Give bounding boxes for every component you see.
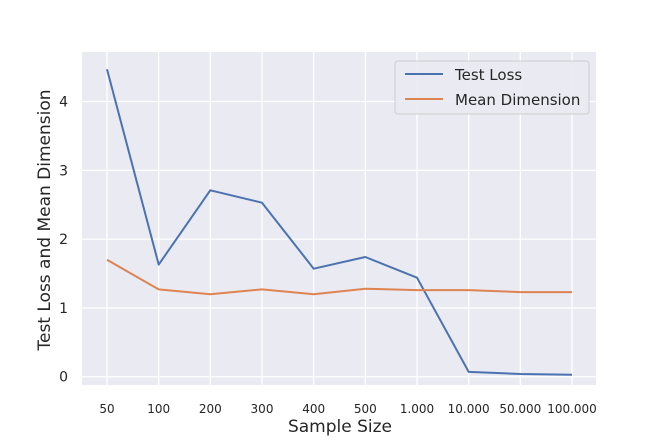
x-tick-label: 50 <box>99 402 114 416</box>
y-tick-label: 3 <box>59 163 68 179</box>
x-tick-label: 500 <box>354 402 377 416</box>
y-tick-labels: 0 1 2 3 4 <box>59 95 68 386</box>
series-layer <box>106 68 573 376</box>
y-axis-title: Test Loss and Mean Dimension <box>35 89 55 351</box>
x-tick-label: 10.000 <box>448 402 490 416</box>
x-tick-label: 200 <box>199 402 222 416</box>
x-tick-label: 1.000 <box>400 402 434 416</box>
legend-box <box>394 60 590 115</box>
y-tick-label: 1 <box>59 301 68 317</box>
legend-label-mean-dimension: Mean Dimension <box>455 91 580 109</box>
legend: Test Loss Mean Dimension <box>394 60 590 115</box>
y-tick-label: 4 <box>59 95 68 111</box>
y-tick-label: 0 <box>59 370 68 386</box>
series-line-mean-dimension <box>106 258 572 296</box>
x-tick-label: 50.000 <box>499 402 541 416</box>
x-axis-title: Sample Size <box>288 417 392 437</box>
series-line-test-loss <box>106 68 573 376</box>
y-tick-label: 2 <box>59 232 68 248</box>
x-tick-label: 300 <box>251 402 274 416</box>
x-tick-labels: 50 100 200 300 400 500 1.000 10.000 50.000 100.00… <box>99 402 596 416</box>
x-tick-label: 100 <box>147 402 170 416</box>
x-tick-label: 400 <box>302 402 325 416</box>
x-tick-label: 100.000 <box>547 402 597 416</box>
legend-label-test-loss: Test Loss <box>454 66 522 84</box>
